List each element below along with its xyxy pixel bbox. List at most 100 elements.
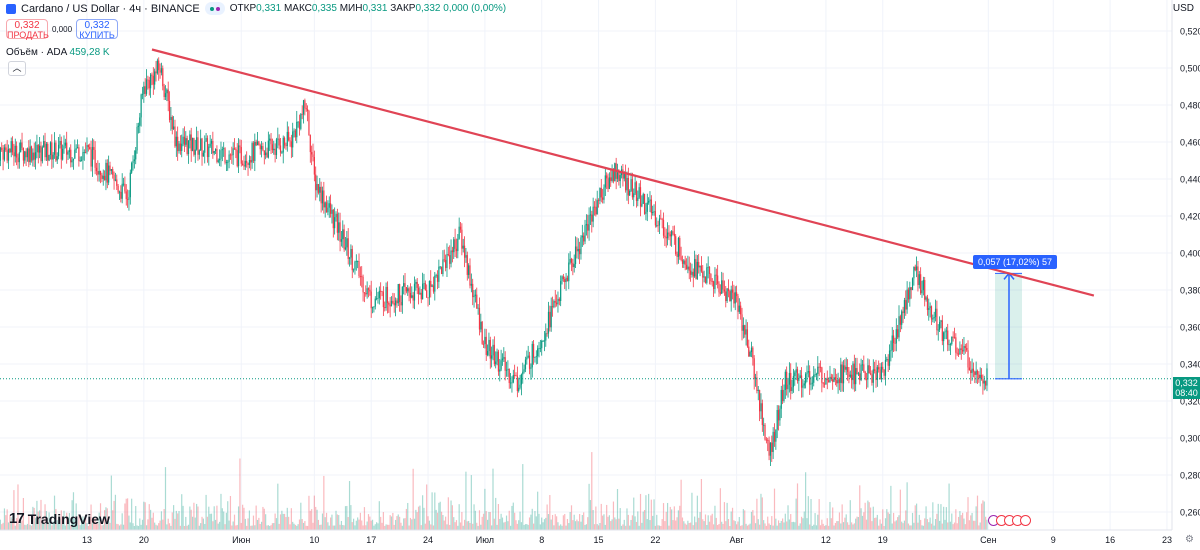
candle-body [619, 175, 621, 182]
candle-body [292, 131, 294, 148]
symbol-title[interactable]: Cardano / US Dollar · 4ч · BINANCE [21, 2, 200, 15]
status-dots-icon[interactable] [204, 2, 225, 15]
candle-body [530, 367, 532, 369]
candle-body [417, 287, 420, 294]
volume-bar [459, 522, 462, 530]
volume-bar [386, 524, 389, 530]
volume-bar [703, 521, 705, 530]
candle-body [505, 369, 508, 371]
candle-body [551, 306, 554, 308]
candle-body [106, 162, 108, 183]
candle-body [493, 344, 495, 365]
time-tick-label: 16 [1105, 535, 1115, 545]
volume-bar [339, 524, 341, 530]
volume-bar [730, 511, 732, 530]
candle-body [654, 211, 656, 226]
candle-body [110, 169, 112, 171]
candle-body [265, 152, 267, 156]
buy-button[interactable]: 0,332 КУПИТЬ [76, 19, 119, 40]
economic-events[interactable] [988, 515, 1031, 526]
candle-body [237, 145, 240, 167]
volume-bar [855, 518, 857, 530]
candle-body [742, 325, 744, 331]
candle-body [336, 213, 338, 233]
sell-button[interactable]: 0,332 ПРОДАТЬ [6, 19, 49, 40]
candle-body [947, 330, 949, 345]
candle-body [196, 137, 198, 150]
volume-bar [772, 525, 774, 530]
candle-body [289, 140, 291, 142]
price-tick-label: 0,320 [1180, 397, 1200, 407]
volume-bar [514, 512, 516, 530]
candle-body [930, 306, 933, 320]
volume-bar [666, 502, 669, 530]
candle-body [731, 289, 734, 293]
currency-selector[interactable]: USD [1172, 3, 1194, 14]
volume-bar [838, 512, 841, 530]
volume-bar [787, 505, 789, 530]
volume-bar [627, 514, 629, 530]
candle-body [275, 139, 278, 156]
volume-bar [495, 497, 497, 530]
candle-body [495, 361, 497, 365]
volume-bar [971, 512, 973, 530]
candle-body [703, 276, 705, 278]
volume-bar [748, 524, 750, 530]
volume-bar [898, 515, 900, 530]
collapse-chevron-up-icon[interactable]: ︿ [8, 61, 26, 76]
volume-bar [851, 522, 853, 530]
volume-bar [121, 513, 123, 530]
volume-bar [840, 523, 842, 530]
candle-body [243, 165, 245, 167]
candle-body [164, 93, 167, 98]
time-tick-label: 8 [539, 535, 544, 545]
time-tick-label: 17 [366, 535, 376, 545]
candle-body [727, 288, 730, 292]
candle-body [707, 266, 709, 268]
candle-body [612, 169, 615, 182]
volume-bar [557, 522, 559, 530]
candle-body [868, 365, 870, 374]
candle-body [342, 229, 344, 240]
candle-body [347, 238, 349, 259]
volume-bar [343, 525, 345, 530]
volume-bar [113, 500, 115, 530]
candle-body [902, 311, 904, 314]
candle-body [393, 302, 395, 306]
candle-body [82, 152, 84, 160]
volume-bar [259, 523, 261, 530]
volume-bar [285, 517, 287, 530]
candle-body [796, 369, 799, 381]
event-flag-icon[interactable] [1020, 515, 1031, 526]
candle-body [485, 336, 487, 355]
volume-bar [861, 515, 864, 530]
volume-bar [316, 509, 318, 530]
volume-bar [550, 519, 552, 530]
volume-bar [242, 504, 244, 530]
candle-body [956, 352, 958, 354]
settings-gear-icon[interactable]: ⚙ [1185, 534, 1194, 545]
candle-body [635, 182, 638, 201]
volume-bar [972, 520, 975, 530]
volume-bar [463, 519, 466, 530]
volume-bar [374, 524, 376, 530]
candle-body [103, 175, 106, 181]
candle-body [631, 179, 633, 198]
volume-bar [722, 523, 724, 530]
candle-body [848, 371, 850, 377]
volume-bar [311, 509, 313, 530]
candle-body [834, 377, 836, 381]
candle-body [736, 292, 738, 297]
volume-bar [679, 505, 681, 530]
candle-body [791, 387, 793, 392]
candle-body [557, 298, 559, 305]
candle-body [45, 143, 47, 158]
time-tick-label: 20 [139, 535, 149, 545]
volume-bar [33, 507, 35, 530]
candle-body [970, 370, 972, 374]
candle-body [879, 369, 881, 380]
candle-body [951, 336, 953, 345]
volume-bar [366, 521, 368, 530]
volume-bar [782, 518, 784, 530]
